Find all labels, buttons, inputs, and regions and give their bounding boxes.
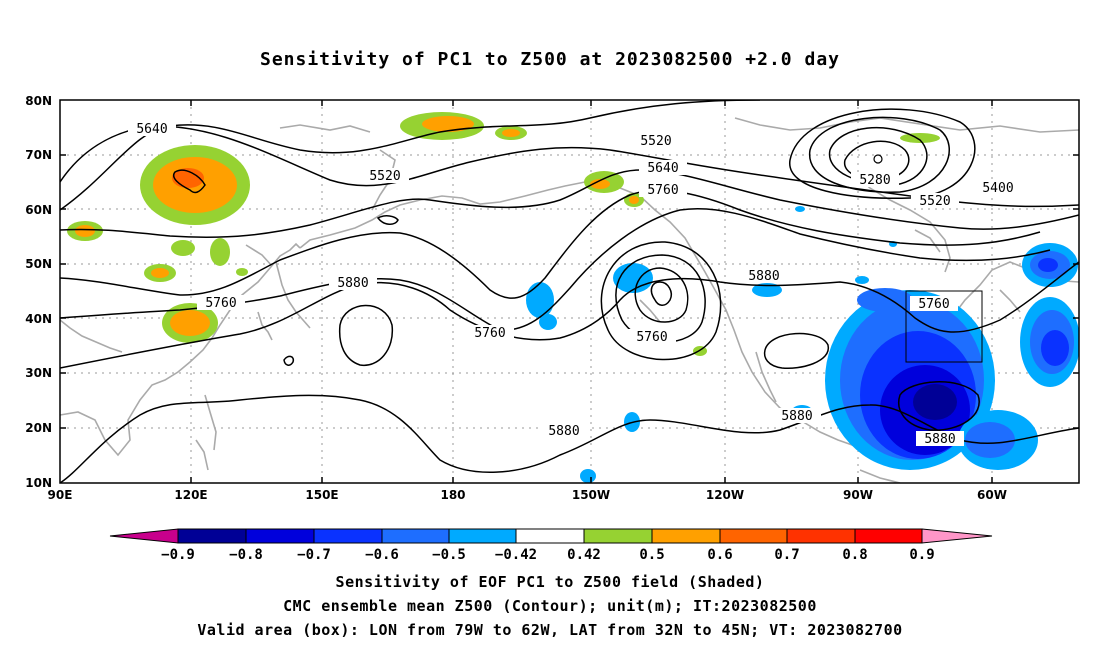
contour-label: 5880	[924, 432, 955, 447]
colorbar-label: −0.42	[495, 547, 537, 563]
contour-label: 5880	[548, 424, 579, 439]
lon-label: 180	[440, 488, 465, 502]
colorbar-label: 0.5	[639, 547, 664, 563]
colorbar-labels: −0.9 −0.8 −0.7 −0.6 −0.5 −0.42 0.42 0.5 …	[161, 547, 935, 563]
low-center-marker	[873, 154, 883, 164]
negative-sensitivity-shading	[526, 206, 1079, 483]
contour-label: 5520	[919, 194, 950, 209]
lon-label: 90W	[843, 488, 873, 502]
colorbar-box	[177, 528, 247, 544]
contour-label: 5400	[982, 181, 1013, 196]
positive-sensitivity-shading	[67, 112, 940, 356]
colorbar-box	[854, 528, 923, 544]
lat-label: 10N	[25, 476, 52, 490]
lat-label: 30N	[25, 366, 52, 380]
lon-label: 60W	[977, 488, 1007, 502]
colorbar	[109, 528, 993, 544]
lat-label: 60N	[25, 203, 52, 217]
caption-line-1: Sensitivity of EOF PC1 to Z500 field (Sh…	[335, 573, 765, 591]
lat-label: 50N	[25, 257, 52, 271]
colorbar-box	[313, 528, 383, 544]
contour-label: 5760	[918, 297, 949, 312]
lat-label: 80N	[25, 94, 52, 108]
colorbar-box	[651, 528, 721, 544]
colorbar-label: 0.6	[707, 547, 732, 563]
lat-label: 20N	[25, 421, 52, 435]
colorbar-label: −0.7	[297, 547, 331, 563]
contour-label: 5520	[369, 169, 400, 184]
lat-label: 70N	[25, 148, 52, 162]
colorbar-box	[515, 528, 585, 544]
lat-label: 40N	[25, 312, 52, 326]
colorbar-label: −0.6	[365, 547, 399, 563]
colorbar-box	[719, 528, 788, 544]
lon-label: 90E	[48, 488, 73, 502]
axis-ticks	[60, 100, 1079, 483]
contour-label: 5760	[205, 296, 236, 311]
colorbar-label: 0.8	[842, 547, 867, 563]
colorbar-label: −0.5	[432, 547, 466, 563]
map-title: Sensitivity of PC1 to Z500 at 2023082500…	[259, 49, 840, 70]
contour-label: 5760	[647, 183, 678, 198]
contour-label: 5640	[136, 122, 167, 137]
map-border	[59, 99, 1080, 484]
valid-area-box	[905, 290, 983, 363]
contour-label: 5760	[636, 330, 667, 345]
colorbar-left-triangle	[109, 528, 179, 544]
colorbar-label: 0.7	[774, 547, 799, 563]
colorbar-box	[583, 528, 653, 544]
lon-label: 120W	[706, 488, 744, 502]
contour-label: 5880	[748, 269, 779, 284]
colorbar-box	[786, 528, 856, 544]
caption-line-3: Valid area (box): LON from 79W to 62W, L…	[197, 621, 903, 639]
colorbar-label: 0.9	[909, 547, 934, 563]
contour-label: 5880	[781, 409, 812, 424]
lon-label: 150W	[572, 488, 610, 502]
colorbar-label: 0.42	[567, 547, 601, 563]
contour-label: 5880	[337, 276, 368, 291]
colorbar-box	[245, 528, 315, 544]
contour-labels: 5640 5520 5520 5640 5760 5280 5400 5520 …	[128, 121, 1022, 447]
contour-label: 5640	[647, 161, 678, 176]
lat-axis-labels: 80N 70N 60N 50N 40N 30N 20N 10N	[25, 94, 52, 490]
contour-label: 5520	[640, 134, 671, 149]
caption-line-2: CMC ensemble mean Z500 (Contour); unit(m…	[283, 597, 817, 615]
lon-axis-labels: 90E 120E 150E 180 150W 120W 90W 60W	[48, 488, 1007, 502]
lon-label: 150E	[305, 488, 338, 502]
colorbar-label: −0.9	[161, 547, 195, 563]
colorbar-label: −0.8	[229, 547, 263, 563]
contour-label: 5280	[859, 173, 890, 188]
colorbar-box	[381, 528, 450, 544]
colorbar-box	[448, 528, 517, 544]
contour-label: 5760	[474, 326, 505, 341]
lon-label: 120E	[174, 488, 207, 502]
colorbar-right-triangle	[921, 528, 993, 544]
